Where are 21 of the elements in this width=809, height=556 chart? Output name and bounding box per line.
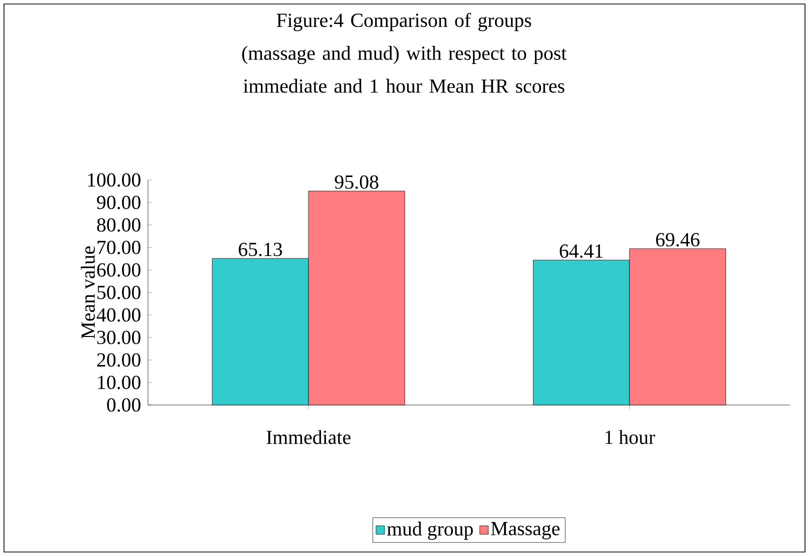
y-tick-label: 10.00 bbox=[98, 376, 140, 390]
y-axis-title: Mean value bbox=[80, 246, 95, 339]
y-tick-label: 0.00 bbox=[107, 398, 140, 412]
y-tick-label: 70.00 bbox=[98, 240, 140, 254]
y-tick-label: 80.00 bbox=[97, 218, 140, 232]
y-tick-label: 60.00 bbox=[97, 263, 140, 277]
legend-label: Massage bbox=[491, 522, 560, 540]
y-tick-label: 90.00 bbox=[96, 196, 140, 210]
data-label: 95.08 bbox=[334, 175, 378, 189]
y-tick-label: 100.00 bbox=[88, 173, 140, 187]
chart-title: Figure:4 Comparison of groups (massage and mud) with respect to post immediate and 1 hour Mean HR scores bbox=[242, 12, 567, 93]
data-label: 69.46 bbox=[656, 233, 700, 246]
y-tick-label: 30.00 bbox=[97, 330, 140, 344]
data-label: 64.41 bbox=[560, 244, 603, 258]
x-tick-label: 1 hour bbox=[606, 430, 656, 444]
y-tick-label: 40.00 bbox=[96, 308, 140, 322]
data-label: 65.13 bbox=[238, 242, 282, 256]
x-tick-label: Immediate bbox=[266, 430, 350, 444]
legend-label: mud group bbox=[387, 522, 473, 540]
y-tick-label: 20.00 bbox=[97, 353, 140, 367]
y-tick-label: 50.00 bbox=[97, 286, 140, 300]
